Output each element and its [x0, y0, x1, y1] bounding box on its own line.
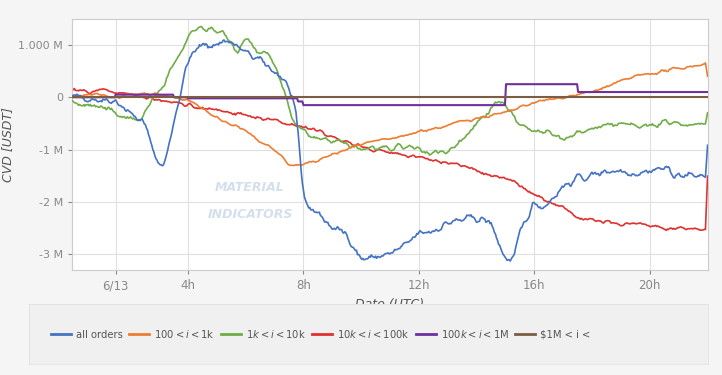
Y-axis label: CVD [USDT]: CVD [USDT] [1, 107, 14, 182]
Text: MATERIAL: MATERIAL [215, 181, 285, 194]
Legend: all orders, $100 < i < $1k, $1k < i < $10k, $10k < i < $100k, $100k < i < $1M, $: all orders, $100 < i < $1k, $1k < i < $1… [48, 324, 594, 344]
X-axis label: Date (UTC): Date (UTC) [355, 298, 425, 310]
Text: INDICATORS: INDICATORS [207, 208, 293, 221]
